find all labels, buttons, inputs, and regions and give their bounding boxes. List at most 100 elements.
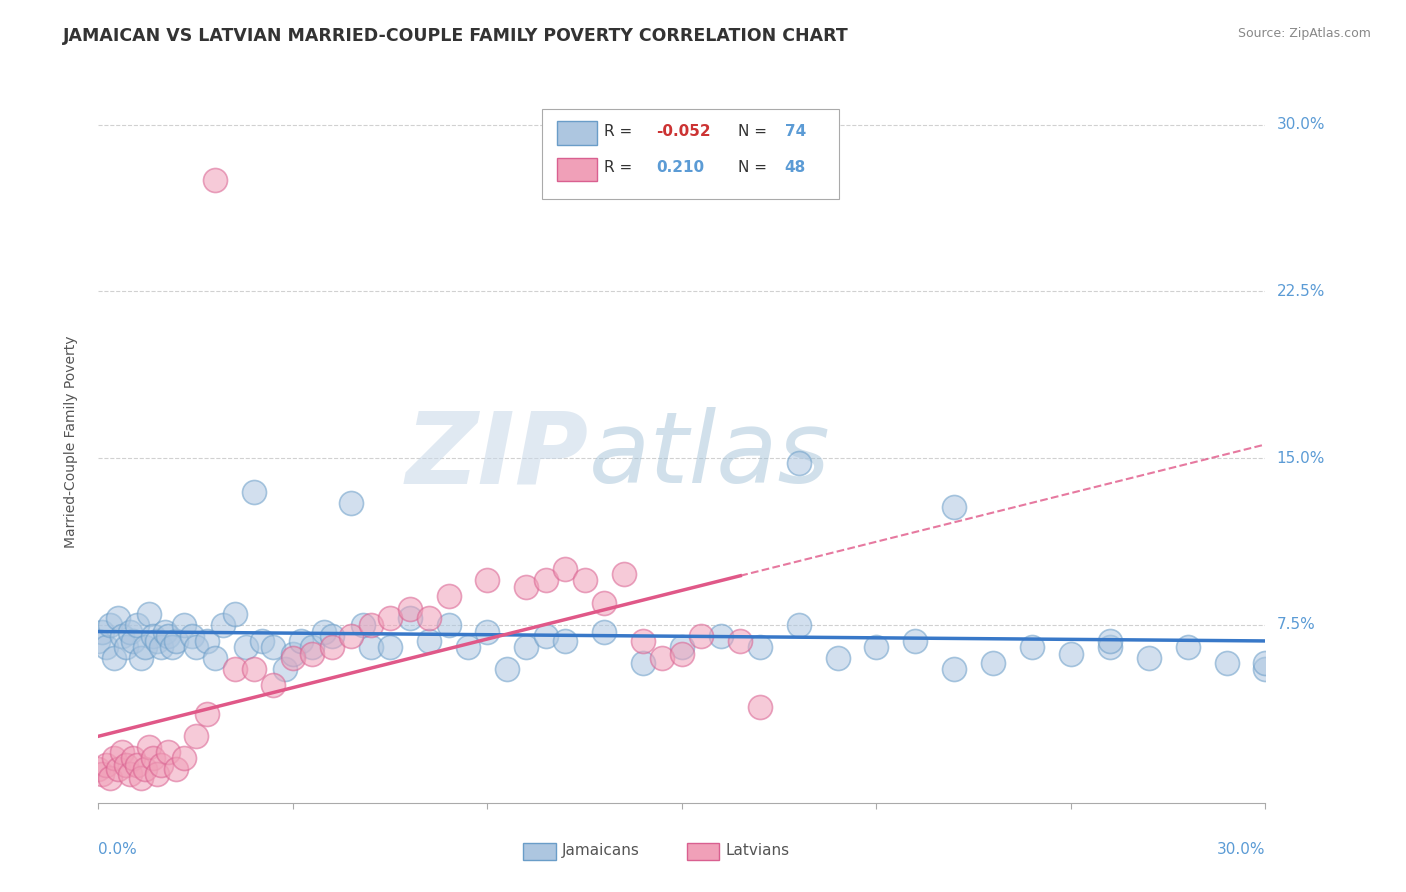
Point	[138, 607, 160, 621]
Text: 0.210: 0.210	[657, 161, 704, 175]
Point	[534, 629, 557, 643]
Text: N =: N =	[738, 161, 766, 175]
Point	[146, 633, 169, 648]
Point	[149, 640, 172, 655]
Point	[671, 647, 693, 661]
Point	[243, 662, 266, 676]
Point	[103, 751, 125, 765]
Point	[98, 618, 121, 632]
Point	[262, 678, 284, 692]
Point	[129, 772, 152, 786]
Text: N =: N =	[738, 124, 766, 139]
Point	[748, 700, 770, 714]
Text: JAMAICAN VS LATVIAN MARRIED-COUPLE FAMILY POVERTY CORRELATION CHART: JAMAICAN VS LATVIAN MARRIED-COUPLE FAMIL…	[63, 27, 849, 45]
Point	[671, 640, 693, 655]
Point	[943, 500, 966, 515]
Text: Latvians: Latvians	[725, 843, 789, 858]
Point	[593, 596, 616, 610]
Point	[138, 740, 160, 755]
Point	[321, 640, 343, 655]
Point	[457, 640, 479, 655]
Point	[477, 624, 499, 639]
Text: 0.0%: 0.0%	[98, 842, 138, 856]
Point	[301, 640, 323, 655]
Point	[153, 624, 176, 639]
Point	[593, 624, 616, 639]
Point	[87, 633, 110, 648]
Point	[1137, 651, 1160, 665]
Point	[129, 651, 152, 665]
Point	[107, 611, 129, 625]
Point	[1098, 640, 1121, 655]
Text: 30.0%: 30.0%	[1277, 117, 1324, 132]
Point	[1177, 640, 1199, 655]
Point	[157, 629, 180, 643]
Point	[122, 751, 145, 765]
Point	[981, 656, 1004, 670]
Point	[180, 629, 202, 643]
FancyBboxPatch shape	[557, 158, 596, 181]
Point	[111, 629, 134, 643]
Point	[184, 729, 207, 743]
Point	[127, 758, 149, 772]
Point	[165, 633, 187, 648]
Text: Jamaicans: Jamaicans	[562, 843, 640, 858]
Point	[114, 640, 136, 655]
Point	[127, 618, 149, 632]
Point	[142, 751, 165, 765]
Point	[651, 651, 673, 665]
Point	[321, 629, 343, 643]
Point	[515, 580, 537, 594]
Point	[157, 745, 180, 759]
Point	[96, 640, 118, 655]
Point	[352, 618, 374, 632]
Point	[107, 763, 129, 777]
Point	[224, 607, 246, 621]
Point	[398, 602, 420, 616]
Point	[378, 611, 402, 625]
Point	[235, 640, 257, 655]
Point	[398, 611, 420, 625]
Point	[1021, 640, 1043, 655]
Text: -0.052: -0.052	[657, 124, 711, 139]
Point	[360, 640, 382, 655]
Text: atlas: atlas	[589, 408, 830, 505]
Text: ZIP: ZIP	[405, 408, 589, 505]
Point	[437, 589, 460, 603]
Point	[418, 633, 440, 648]
Text: 22.5%: 22.5%	[1277, 284, 1324, 299]
Point	[612, 566, 634, 581]
Point	[118, 767, 141, 781]
Point	[195, 633, 218, 648]
Point	[118, 624, 141, 639]
FancyBboxPatch shape	[523, 843, 555, 860]
Point	[103, 651, 125, 665]
Point	[1098, 633, 1121, 648]
Point	[162, 640, 184, 655]
Point	[360, 618, 382, 632]
Text: R =: R =	[603, 161, 631, 175]
Text: 7.5%: 7.5%	[1277, 617, 1315, 632]
Point	[340, 496, 363, 510]
Y-axis label: Married-Couple Family Poverty: Married-Couple Family Poverty	[63, 335, 77, 548]
Point	[865, 640, 887, 655]
Point	[281, 651, 304, 665]
Point	[142, 629, 165, 643]
Point	[301, 647, 323, 661]
Point	[250, 633, 273, 648]
Point	[184, 640, 207, 655]
Point	[281, 647, 304, 661]
FancyBboxPatch shape	[541, 109, 839, 200]
Point	[1060, 647, 1083, 661]
Point	[111, 745, 134, 759]
Point	[173, 751, 195, 765]
Point	[204, 651, 226, 665]
Text: R =: R =	[603, 124, 631, 139]
Point	[631, 656, 654, 670]
Point	[204, 173, 226, 187]
Point	[243, 484, 266, 499]
Point	[146, 767, 169, 781]
Point	[943, 662, 966, 676]
Point	[1254, 656, 1277, 670]
Point	[1254, 662, 1277, 676]
